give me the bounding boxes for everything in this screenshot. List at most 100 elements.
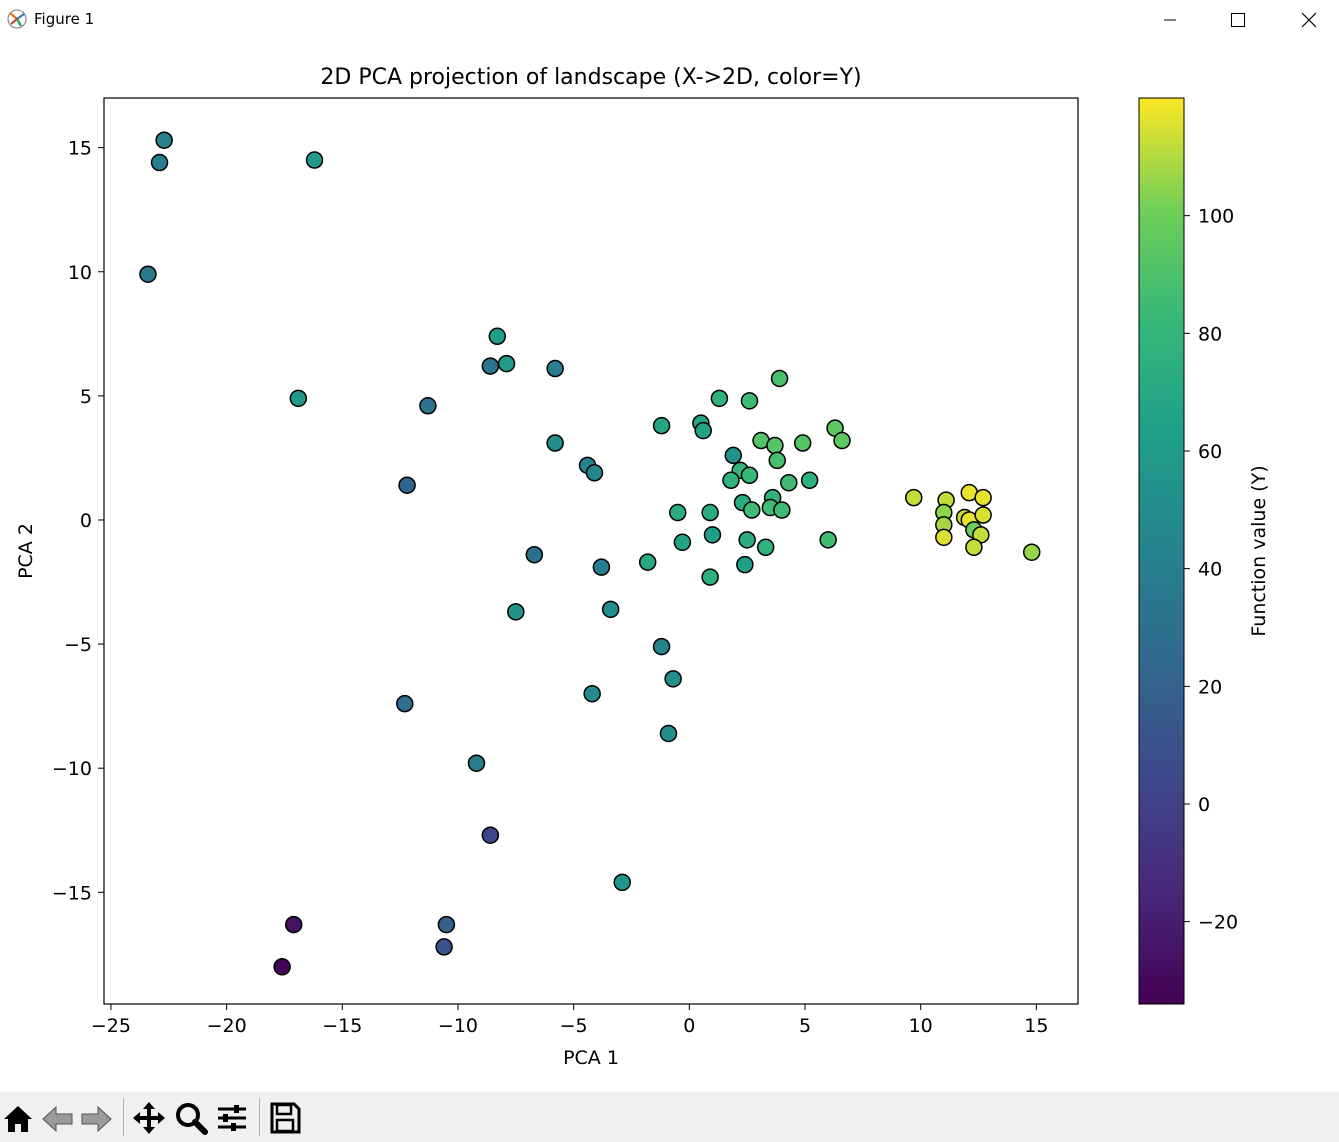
scatter-point [435, 938, 453, 956]
back-button[interactable] [40, 1100, 76, 1136]
scatter-point [768, 451, 786, 470]
window-title: Figure 1 [34, 10, 95, 28]
save-button[interactable] [267, 1100, 303, 1136]
scatter-point [669, 503, 687, 522]
scatter-point [738, 531, 756, 549]
pan-icon [133, 1102, 165, 1134]
configure-subplots-icon [218, 1105, 246, 1131]
forward-button[interactable] [78, 1100, 114, 1136]
colorbar-tick-label: 0 [1198, 794, 1210, 816]
scatter-point [284, 915, 303, 934]
zoom-icon [176, 1103, 208, 1135]
scatter-point [488, 327, 507, 346]
scatter-point [974, 506, 992, 524]
toolbar-separator [123, 1098, 124, 1136]
toolbar-separator [259, 1098, 260, 1136]
scatter-point [546, 434, 564, 452]
scatter-point [139, 265, 157, 283]
scatter-point [673, 533, 692, 552]
scatter-point [736, 555, 754, 574]
scatter-point [481, 826, 500, 844]
scatter-point [694, 421, 712, 440]
scatter-point [507, 603, 525, 621]
scatter-point [770, 369, 789, 388]
scatter-point [833, 431, 851, 450]
colorbar-tick-label: −20 [1198, 912, 1238, 934]
forward-icon [81, 1105, 112, 1133]
scatter-point [974, 488, 992, 507]
y-axis-ticks: −15 −10 −5 0 5 10 15 [52, 138, 104, 904]
save-icon [270, 1102, 301, 1134]
x-tick-label: −20 [207, 1015, 247, 1037]
colorbar-tick-label: 100 [1198, 206, 1234, 228]
scatter-point [398, 476, 416, 494]
matplotlib-icon [6, 8, 28, 30]
scatter-point [1022, 543, 1041, 561]
scatter-point [935, 528, 953, 547]
scatter-point [396, 694, 414, 713]
scatter-point [710, 389, 729, 408]
x-tick-label: 10 [909, 1015, 933, 1037]
plot-area-frame [103, 97, 1079, 1005]
scatter-point [546, 359, 564, 378]
y-tick-label: 5 [80, 386, 92, 408]
figure-canvas[interactable]: 2D PCA projection of landscape (X->2D, c… [0, 40, 1339, 1092]
scatter-point [601, 600, 620, 619]
scatter-point [150, 153, 169, 172]
scatter-point [481, 357, 500, 375]
scatter-point [155, 131, 173, 149]
scatter-point [703, 526, 722, 544]
scatter-point [740, 392, 759, 410]
minimize-icon [1164, 19, 1176, 21]
scatter-point [664, 670, 682, 688]
scatter-point [800, 471, 819, 490]
y-tick-label: 0 [80, 510, 92, 532]
scatter-point [638, 553, 657, 571]
scatter-point [273, 958, 291, 976]
scatter-point [437, 915, 456, 934]
scatter-point [305, 151, 324, 169]
back-icon [42, 1105, 73, 1133]
maximize-icon [1231, 13, 1245, 27]
y-tick-label: −10 [52, 758, 92, 780]
scatter-point [592, 558, 611, 576]
scatter-point [773, 501, 791, 519]
close-button[interactable] [1286, 0, 1332, 40]
y-tick-label: 10 [68, 262, 92, 284]
close-icon [1301, 12, 1317, 28]
x-tick-label: −10 [438, 1015, 478, 1037]
colorbar-tick-label: 40 [1198, 559, 1222, 581]
x-axis-label: PCA 1 [563, 1047, 619, 1069]
zoom-button[interactable] [173, 1100, 209, 1136]
colorbar [1138, 97, 1185, 1005]
x-tick-label: 15 [1024, 1015, 1048, 1037]
scatter-point [740, 466, 759, 485]
scatter-point [467, 754, 486, 772]
scatter-point [904, 488, 923, 507]
configure-subplots-button[interactable] [214, 1100, 250, 1136]
x-tick-label: 0 [683, 1015, 695, 1037]
chart-title: 2D PCA projection of landscape (X->2D, c… [320, 65, 861, 90]
maximize-button[interactable] [1215, 0, 1261, 40]
scatter-point [793, 434, 812, 452]
colorbar-tick-label: 20 [1198, 676, 1222, 698]
scatter-point [766, 436, 784, 455]
home-icon [4, 1106, 32, 1132]
home-button[interactable] [0, 1100, 36, 1136]
scatter-point [724, 446, 743, 465]
scatter-point [585, 464, 604, 482]
x-tick-label: 5 [799, 1015, 811, 1037]
scatter-point [497, 354, 516, 373]
colorbar-tick-label: 60 [1198, 441, 1222, 463]
pan-button[interactable] [131, 1100, 167, 1136]
x-tick-label: −15 [322, 1015, 362, 1037]
colorbar-label: Function value (Y) [1248, 465, 1270, 636]
x-axis-ticks: −25 −20 −15 −10 −5 0 5 10 15 [91, 1004, 1048, 1037]
colorbar-tick-label: 80 [1198, 323, 1222, 345]
window-titlebar: Figure 1 [0, 0, 1339, 40]
scatter-point [701, 568, 719, 586]
scatter-point [652, 416, 671, 435]
y-axis-label: PCA 2 [15, 523, 37, 579]
scatter-point [613, 873, 631, 892]
minimize-button[interactable] [1147, 0, 1193, 40]
